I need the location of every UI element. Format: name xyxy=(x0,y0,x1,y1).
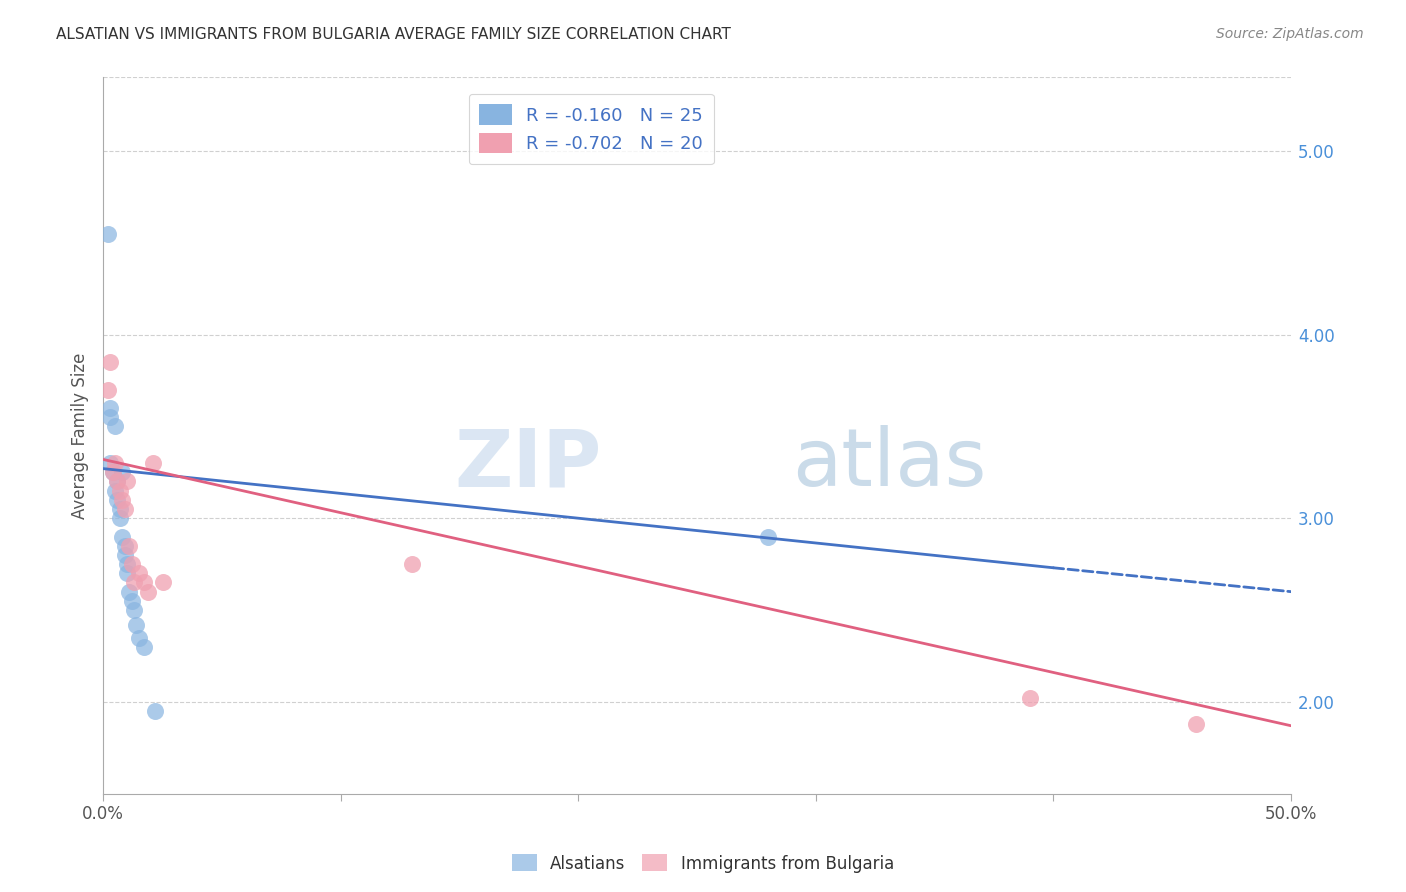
Point xyxy=(101,465,124,479)
Point xyxy=(132,640,155,654)
Point xyxy=(98,410,121,425)
Text: ZIP: ZIP xyxy=(454,425,602,503)
Text: Source: ZipAtlas.com: Source: ZipAtlas.com xyxy=(1216,27,1364,41)
Text: ALSATIAN VS IMMIGRANTS FROM BULGARIA AVERAGE FAMILY SIZE CORRELATION CHART: ALSATIAN VS IMMIGRANTS FROM BULGARIA AVE… xyxy=(56,27,731,42)
Legend: Alsatians, Immigrants from Bulgaria: Alsatians, Immigrants from Bulgaria xyxy=(505,847,901,880)
Legend: R = -0.160   N = 25, R = -0.702   N = 20: R = -0.160 N = 25, R = -0.702 N = 20 xyxy=(468,94,714,164)
Point xyxy=(1185,717,1208,731)
Point xyxy=(105,475,128,489)
Text: atlas: atlas xyxy=(792,425,987,503)
Point xyxy=(115,475,138,489)
Point xyxy=(105,475,128,489)
Y-axis label: Average Family Size: Average Family Size xyxy=(72,352,89,519)
Point xyxy=(111,492,134,507)
Point xyxy=(128,566,150,581)
Point xyxy=(101,465,124,479)
Point xyxy=(98,355,121,369)
Point xyxy=(98,456,121,470)
Point xyxy=(115,566,138,581)
Point xyxy=(121,594,143,608)
Point xyxy=(104,419,127,434)
Point xyxy=(114,539,136,553)
Point xyxy=(128,631,150,645)
Point xyxy=(108,483,131,498)
Point xyxy=(132,575,155,590)
Point xyxy=(1018,691,1040,706)
Point xyxy=(122,575,145,590)
Point xyxy=(145,704,167,718)
Point xyxy=(97,227,120,241)
Point xyxy=(756,530,779,544)
Point xyxy=(122,603,145,617)
Point xyxy=(114,548,136,562)
Point xyxy=(111,465,134,479)
Point xyxy=(104,483,127,498)
Point xyxy=(108,502,131,516)
Point xyxy=(142,456,165,470)
Point xyxy=(118,539,141,553)
Point xyxy=(97,383,120,397)
Point xyxy=(121,557,143,571)
Point xyxy=(152,575,174,590)
Point xyxy=(115,557,138,571)
Point xyxy=(136,584,159,599)
Point xyxy=(105,492,128,507)
Point xyxy=(114,502,136,516)
Point xyxy=(104,456,127,470)
Point xyxy=(125,617,148,632)
Point xyxy=(401,557,423,571)
Point xyxy=(98,401,121,415)
Point xyxy=(118,584,141,599)
Point xyxy=(108,511,131,525)
Point xyxy=(111,530,134,544)
